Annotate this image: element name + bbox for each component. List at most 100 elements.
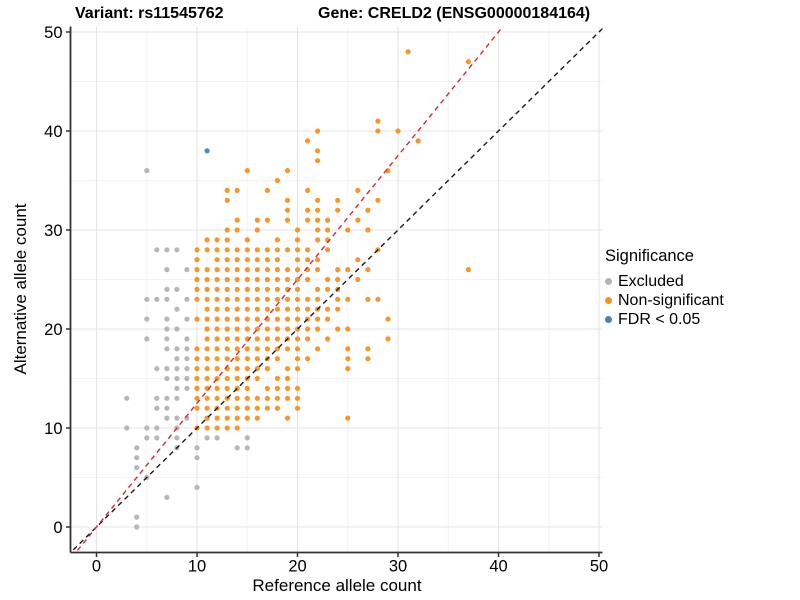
data-point <box>134 514 140 520</box>
data-point <box>264 346 270 352</box>
data-point <box>164 296 170 302</box>
data-point <box>345 415 351 421</box>
data-point <box>244 326 250 332</box>
data-point <box>254 227 260 233</box>
data-point <box>294 405 301 411</box>
data-point <box>315 257 321 263</box>
data-point <box>294 267 301 273</box>
data-point <box>144 435 150 441</box>
data-point <box>405 49 411 55</box>
variant-title: Variant: rs11545762 <box>75 5 224 22</box>
data-point <box>244 286 250 292</box>
data-point <box>305 247 311 253</box>
data-point <box>254 217 260 223</box>
x-tick-label: 10 <box>188 558 206 576</box>
data-point <box>365 356 371 362</box>
data-point <box>465 267 471 273</box>
data-point <box>294 385 301 391</box>
data-point <box>284 217 291 223</box>
data-point <box>254 395 260 401</box>
data-point <box>224 356 230 362</box>
data-point <box>335 326 341 332</box>
data-point <box>244 306 250 312</box>
data-point <box>294 296 301 302</box>
data-point <box>264 276 270 283</box>
y-tick-label: 0 <box>53 519 62 537</box>
data-point <box>315 207 321 213</box>
data-point <box>264 217 270 223</box>
data-point <box>315 296 321 302</box>
data-point <box>234 415 240 421</box>
data-point <box>144 296 150 302</box>
data-point <box>164 375 170 382</box>
data-point <box>164 267 170 273</box>
data-point <box>224 306 230 312</box>
data-point <box>395 128 401 134</box>
data-point <box>184 356 190 362</box>
data-point <box>204 326 210 332</box>
data-point <box>164 346 170 352</box>
x-tick-label: 40 <box>489 558 507 576</box>
data-point <box>274 356 280 362</box>
data-point <box>284 207 291 213</box>
data-point <box>204 237 210 243</box>
data-point <box>234 326 240 332</box>
x-tick-label: 30 <box>389 558 407 576</box>
data-point <box>264 395 270 401</box>
data-point <box>224 247 230 253</box>
data-point <box>315 217 321 223</box>
data-point <box>224 296 230 302</box>
data-point <box>305 187 311 193</box>
data-point <box>194 257 200 263</box>
data-point <box>254 257 260 263</box>
data-point <box>234 296 240 302</box>
y-tick-label: 20 <box>44 321 62 339</box>
data-point <box>224 415 230 421</box>
data-point <box>305 296 311 302</box>
data-point <box>204 296 210 302</box>
fit-line <box>74 26 504 553</box>
data-point <box>164 316 170 322</box>
data-point <box>254 286 260 292</box>
data-point <box>284 375 291 382</box>
data-point <box>254 336 260 342</box>
legend-item-label: Non-significant <box>618 291 724 309</box>
data-point <box>234 336 240 342</box>
data-point <box>274 405 280 411</box>
data-point <box>294 227 301 233</box>
data-point <box>305 306 311 312</box>
data-point <box>174 306 180 312</box>
data-point <box>254 316 260 322</box>
data-point <box>244 247 250 253</box>
data-point <box>224 326 230 332</box>
data-point <box>214 425 220 431</box>
data-point <box>144 168 150 174</box>
data-point <box>154 425 160 431</box>
data-point <box>204 276 210 283</box>
data-point <box>284 276 291 283</box>
legend-item-label: Excluded <box>618 272 684 290</box>
data-point <box>174 415 180 421</box>
data-point <box>264 187 270 193</box>
legend-item: Non-significant <box>605 291 724 310</box>
data-point <box>264 286 270 292</box>
data-point <box>355 276 361 283</box>
data-point <box>124 425 130 431</box>
data-point <box>264 306 270 312</box>
data-point <box>325 316 331 322</box>
data-point <box>194 346 200 352</box>
data-point <box>274 296 280 302</box>
data-point <box>345 326 351 332</box>
data-point <box>325 286 331 292</box>
data-point <box>234 276 240 283</box>
data-point <box>264 247 270 253</box>
data-point <box>305 257 311 263</box>
data-point <box>284 346 291 352</box>
data-point <box>184 316 190 322</box>
data-point <box>264 257 270 263</box>
data-point <box>264 336 270 342</box>
data-point <box>274 267 280 273</box>
data-point <box>174 346 180 352</box>
data-point <box>254 276 260 283</box>
data-point <box>244 276 250 283</box>
